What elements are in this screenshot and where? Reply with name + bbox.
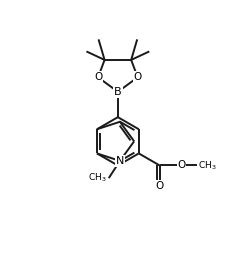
Text: CH$_3$: CH$_3$ bbox=[198, 159, 217, 172]
Text: O: O bbox=[177, 161, 186, 171]
Text: O: O bbox=[94, 72, 102, 82]
Text: O: O bbox=[156, 181, 164, 191]
Text: CH$_3$: CH$_3$ bbox=[88, 172, 107, 184]
Text: B: B bbox=[114, 87, 122, 97]
Text: N: N bbox=[116, 156, 124, 166]
Text: O: O bbox=[134, 72, 142, 82]
